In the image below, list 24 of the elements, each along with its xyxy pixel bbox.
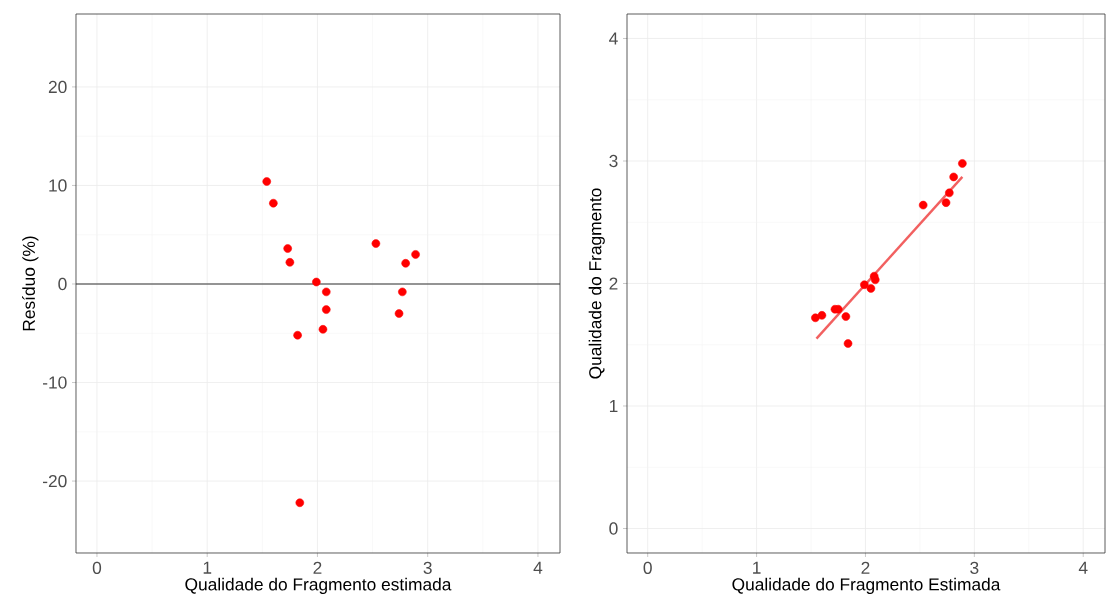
- x-tick-label: 4: [1078, 561, 1088, 574]
- y-axis-title: Resíduo (%): [22, 236, 39, 331]
- x-tick-label: 2: [861, 561, 870, 574]
- y-tick-label: 0: [609, 522, 618, 535]
- y-tick-label: 1: [609, 400, 618, 412]
- y-tick-label: 2: [609, 277, 618, 290]
- y-tick-label: 10: [49, 179, 67, 192]
- x-tick-label: 3: [970, 561, 979, 574]
- x-axis-title: Qualidade do Fragmento estimada: [185, 577, 452, 594]
- y-tick-label: 3: [609, 154, 618, 168]
- x-axis-title: Qualidade do Fragmento Estimada: [732, 577, 1001, 594]
- x-tick-label: 1: [753, 561, 761, 574]
- y-tick-label: 0: [58, 277, 67, 291]
- y-axis-title: Qualidade do Fragmento: [588, 188, 605, 379]
- x-tick-label: 0: [643, 561, 652, 574]
- y-tick-label: -20: [43, 474, 67, 488]
- y-tick-label: -10: [43, 376, 67, 389]
- x-tick-label: 0: [92, 561, 102, 574]
- x-tick-label: 2: [313, 561, 322, 574]
- x-tick-label: 3: [423, 561, 432, 574]
- x-tick-label: 1: [203, 561, 212, 574]
- y-tick-label: 20: [48, 80, 67, 94]
- x-tick-label: 4: [533, 561, 543, 574]
- y-tick-label: 4: [609, 32, 618, 45]
